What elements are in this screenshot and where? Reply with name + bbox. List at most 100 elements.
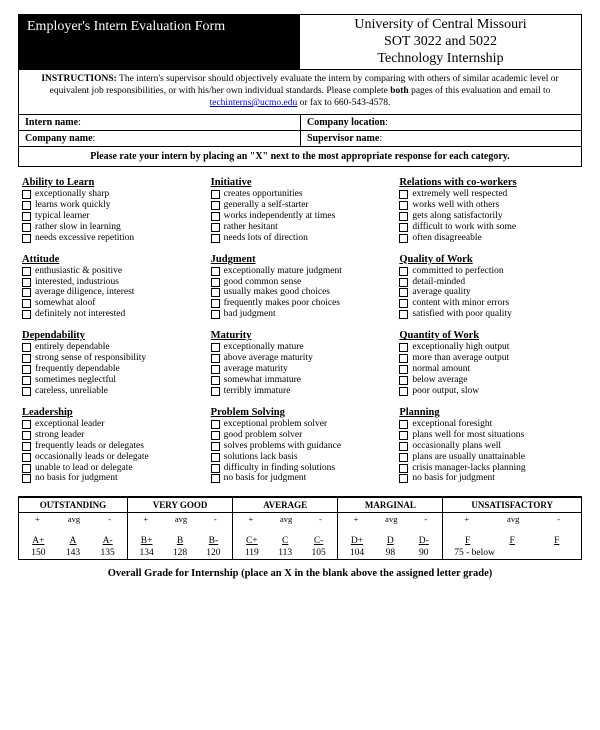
checkbox[interactable] [22, 267, 31, 276]
checkbox[interactable] [399, 212, 408, 221]
rating-option: plans well for most situations [399, 430, 578, 441]
checkbox[interactable] [22, 420, 31, 429]
checkbox[interactable] [399, 387, 408, 396]
checkbox[interactable] [211, 234, 220, 243]
checkbox[interactable] [399, 288, 408, 297]
checkbox[interactable] [399, 354, 408, 363]
grade-blank-cell[interactable] [233, 525, 338, 535]
grade-number: 135 [98, 548, 118, 558]
checkbox[interactable] [22, 201, 31, 210]
checkbox[interactable] [211, 442, 220, 451]
rating-option: rather slow in learning [22, 222, 201, 233]
checkbox[interactable] [211, 299, 220, 308]
grade-blank-cell[interactable] [19, 525, 128, 535]
option-label: rather hesitant [224, 222, 278, 233]
checkbox[interactable] [22, 310, 31, 319]
checkbox[interactable] [211, 420, 220, 429]
category-block: Quantity of Workexceptionally high outpu… [399, 330, 578, 397]
checkbox[interactable] [211, 190, 220, 199]
checkbox[interactable] [211, 474, 220, 483]
checkbox[interactable] [399, 453, 408, 462]
checkbox[interactable] [22, 354, 31, 363]
checkbox[interactable] [22, 376, 31, 385]
grade-blank-row [19, 525, 582, 535]
grade-blank-cell[interactable] [338, 525, 443, 535]
checkbox[interactable] [399, 234, 408, 243]
checkbox[interactable] [211, 376, 220, 385]
checkbox[interactable] [211, 431, 220, 440]
category-column: Relations with co-workersextremely well … [399, 177, 578, 494]
option-label: above average maturity [224, 353, 313, 364]
grade-number: 128 [170, 548, 190, 558]
checkbox[interactable] [399, 474, 408, 483]
checkbox[interactable] [22, 299, 31, 308]
rating-option: satisfied with poor quality [399, 309, 578, 320]
instructions-text-3: or fax to 660-543-4578. [297, 98, 390, 108]
checkbox[interactable] [211, 310, 220, 319]
checkbox[interactable] [211, 343, 220, 352]
rating-option: committed to perfection [399, 266, 578, 277]
checkbox[interactable] [22, 234, 31, 243]
rating-option: no basis for judgment [399, 473, 578, 484]
checkbox[interactable] [399, 442, 408, 451]
checkbox[interactable] [211, 464, 220, 473]
checkbox[interactable] [399, 223, 408, 232]
rating-option: enthusiastic & positive [22, 266, 201, 277]
grade-table: OUTSTANDINGVERY GOODAVERAGEMARGINALUNSAT… [18, 496, 582, 560]
checkbox[interactable] [211, 354, 220, 363]
checkbox[interactable] [22, 431, 31, 440]
checkbox[interactable] [399, 376, 408, 385]
checkbox[interactable] [399, 267, 408, 276]
grade-subhead-cell: +avg- [233, 513, 338, 526]
checkbox[interactable] [211, 453, 220, 462]
checkbox[interactable] [211, 201, 220, 210]
option-label: poor output, slow [412, 386, 479, 397]
grade-blank-cell[interactable] [443, 525, 582, 535]
grade-number: 119 [242, 548, 262, 558]
checkbox[interactable] [22, 442, 31, 451]
option-label: learns work quickly [35, 200, 110, 211]
checkbox[interactable] [22, 190, 31, 199]
checkbox[interactable] [211, 387, 220, 396]
checkbox[interactable] [22, 223, 31, 232]
checkbox[interactable] [399, 190, 408, 199]
info-row-2: Company name: Supervisor name: [18, 131, 582, 147]
checkbox[interactable] [22, 365, 31, 374]
checkbox[interactable] [22, 453, 31, 462]
checkbox[interactable] [399, 278, 408, 287]
option-label: satisfied with poor quality [412, 309, 511, 320]
option-label: average maturity [224, 364, 288, 375]
checkbox[interactable] [211, 365, 220, 374]
checkbox[interactable] [211, 212, 220, 221]
rating-option: strong leader [22, 430, 201, 441]
checkbox[interactable] [22, 288, 31, 297]
grade-blank-cell[interactable] [127, 525, 232, 535]
checkbox[interactable] [211, 278, 220, 287]
checkbox[interactable] [399, 201, 408, 210]
option-label: needs excessive repetition [35, 233, 134, 244]
checkbox[interactable] [399, 431, 408, 440]
rating-option: exceptional problem solver [211, 419, 390, 430]
rating-option: no basis for judgment [22, 473, 201, 484]
checkbox[interactable] [22, 464, 31, 473]
checkbox[interactable] [399, 464, 408, 473]
checkbox[interactable] [22, 212, 31, 221]
rating-option: plans are usually unattainable [399, 452, 578, 463]
checkbox[interactable] [22, 387, 31, 396]
checkbox[interactable] [399, 310, 408, 319]
checkbox[interactable] [399, 343, 408, 352]
checkbox[interactable] [22, 278, 31, 287]
checkbox[interactable] [399, 420, 408, 429]
checkbox[interactable] [211, 288, 220, 297]
checkbox[interactable] [399, 365, 408, 374]
checkbox[interactable] [211, 267, 220, 276]
checkbox[interactable] [22, 343, 31, 352]
checkbox[interactable] [399, 299, 408, 308]
option-label: careless, unreliable [35, 386, 108, 397]
instructions-email-link[interactable]: techinterns@ucmo.edu [210, 98, 298, 108]
option-label: solves problems with guidance [224, 441, 341, 452]
header-row: Employer's Intern Evaluation Form Univer… [18, 14, 582, 70]
checkbox[interactable] [211, 223, 220, 232]
option-label: works independently at times [224, 211, 336, 222]
checkbox[interactable] [22, 474, 31, 483]
